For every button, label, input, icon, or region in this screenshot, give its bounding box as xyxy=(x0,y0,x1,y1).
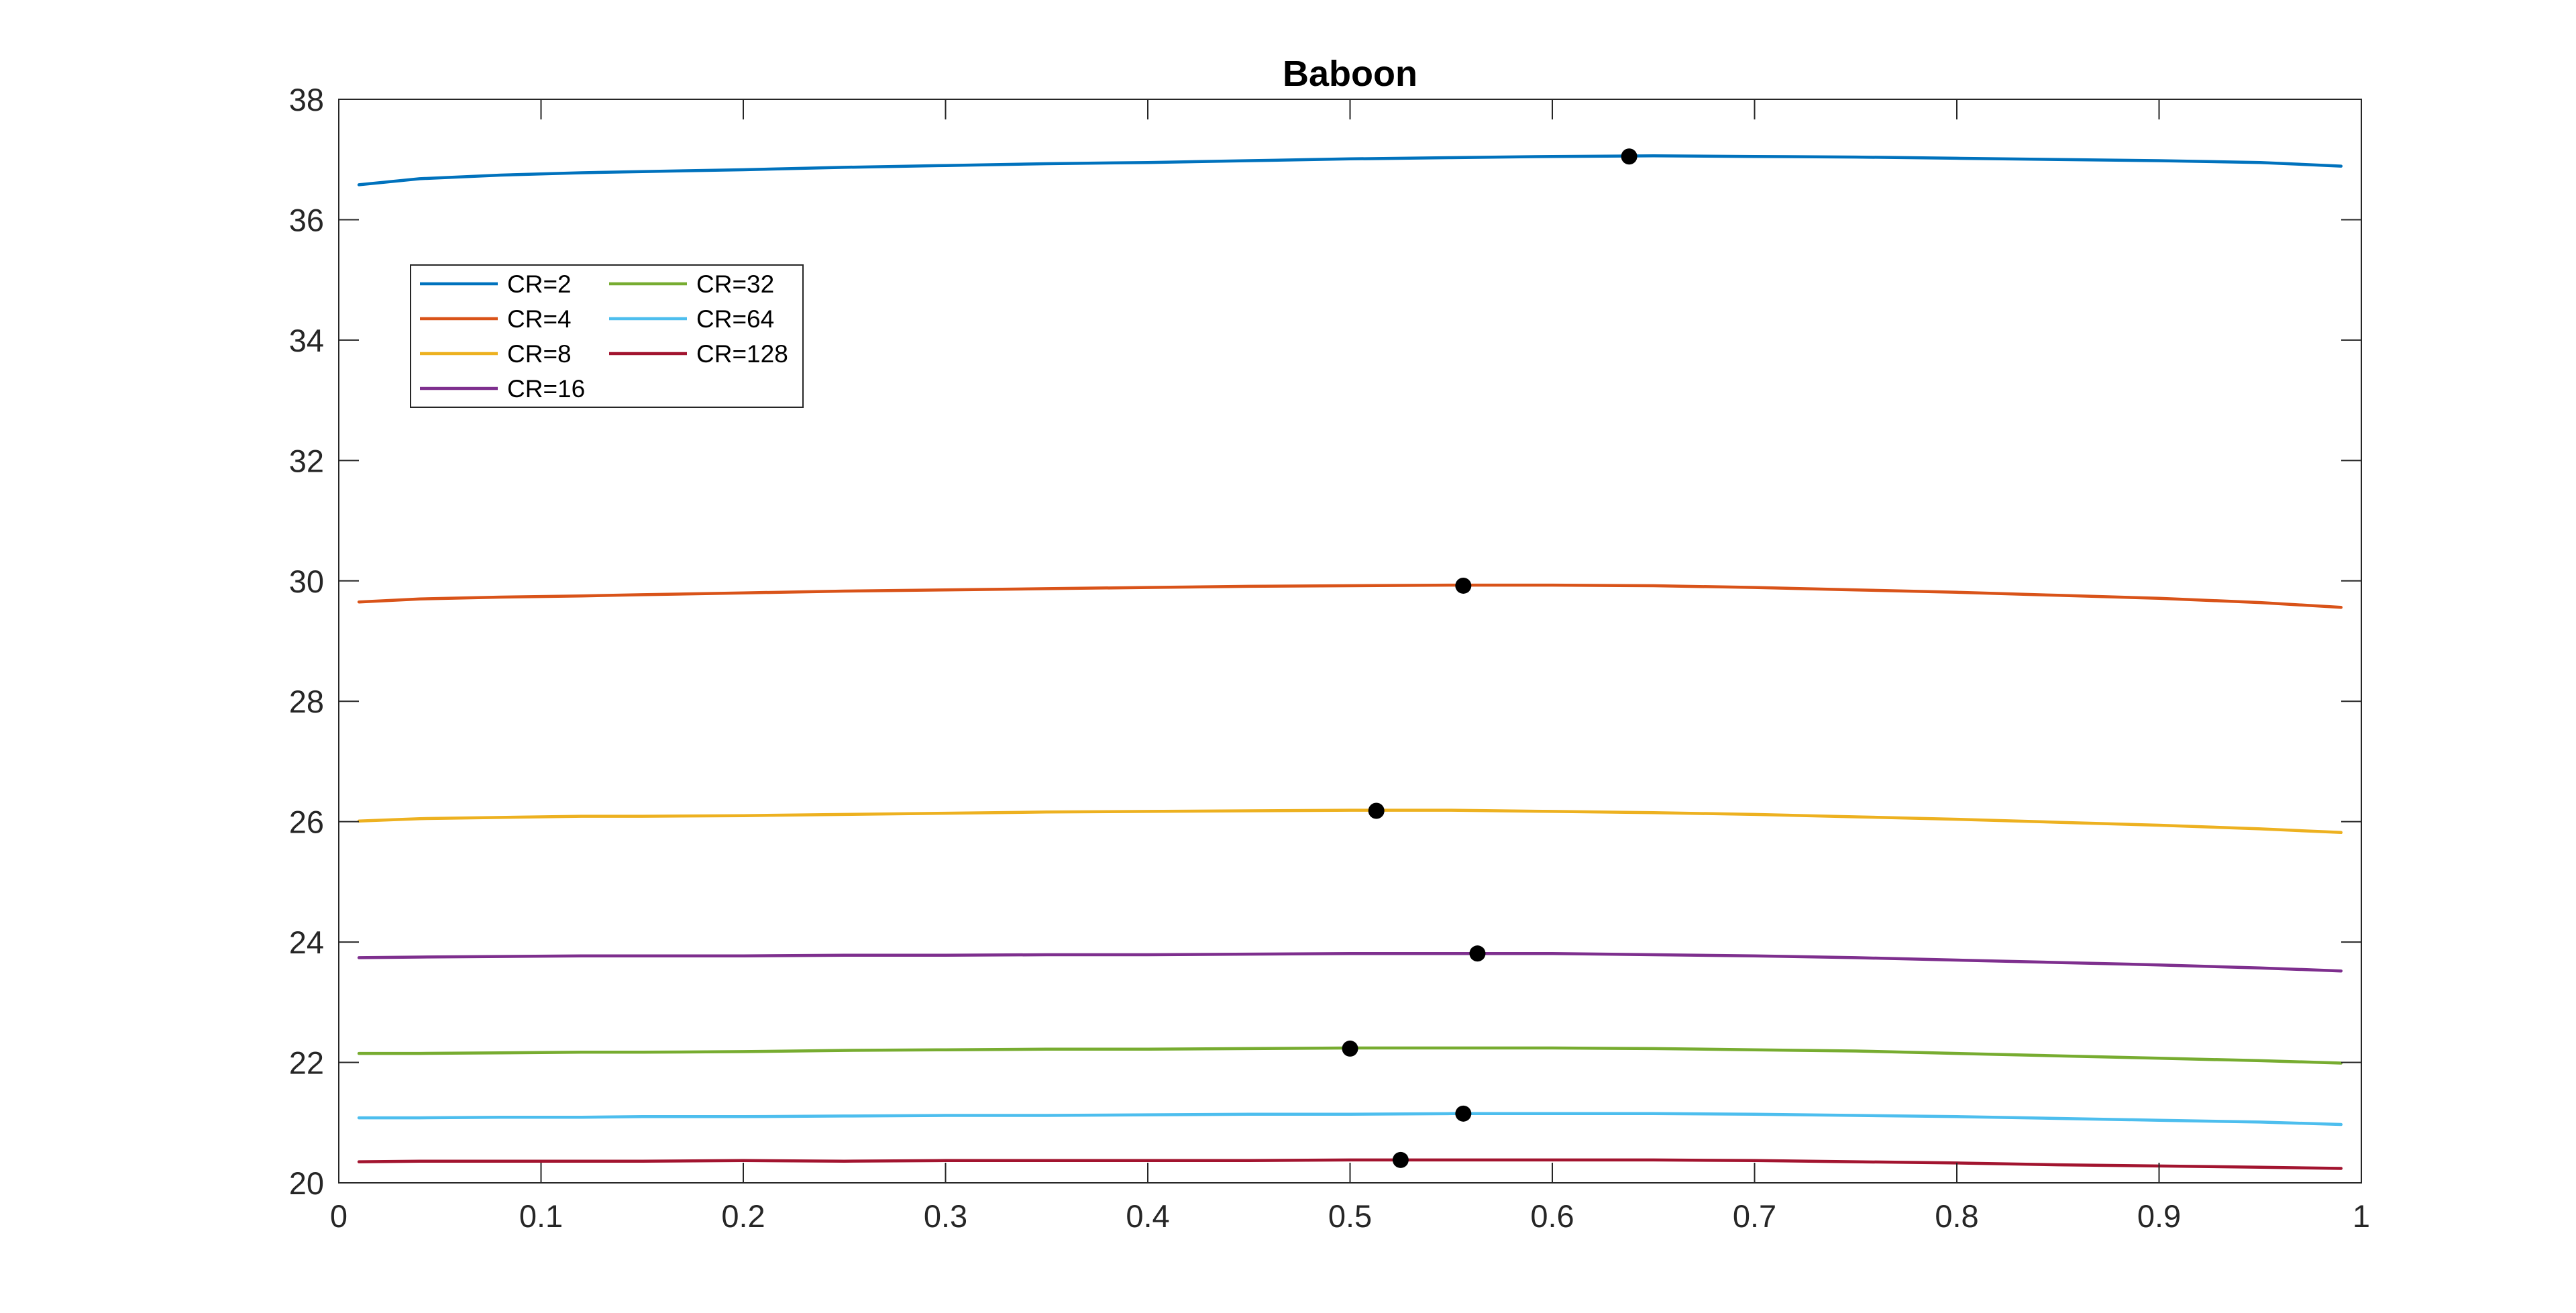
legend: CR=2 CR=4 CR=8 CR=16 CR=32 CR=64 CR=128 xyxy=(410,264,804,408)
peak-marker-cr-16 xyxy=(1469,945,1486,962)
x-tick-label: 0.3 xyxy=(924,1198,967,1234)
axes-layer: 0 0.1 0.2 0.3 0.4 0.5 0.6 0.7 0.8 0.9 1 20 22 24 26 28 3… xyxy=(289,82,2370,1234)
x-tick-label: 0.7 xyxy=(1733,1198,1776,1234)
x-tick-label: 0 xyxy=(330,1198,347,1234)
x-tick-label: 1 xyxy=(2353,1198,2370,1234)
y-tick-label: 28 xyxy=(289,684,324,719)
legend-label: CR=8 xyxy=(507,340,572,368)
marker-layer xyxy=(1342,148,1638,1168)
series-line-cr-8 xyxy=(357,808,2343,835)
legend-label: CR=32 xyxy=(696,270,774,298)
legend-label: CR=64 xyxy=(696,305,774,333)
x-tick-label: 0.4 xyxy=(1126,1198,1169,1234)
x-tick-label: 0.8 xyxy=(1935,1198,1978,1234)
series-line-cr-16 xyxy=(357,951,2343,973)
plot-background xyxy=(339,99,2361,1183)
y-tick-label: 22 xyxy=(289,1045,324,1081)
x-tick-label: 0.5 xyxy=(1328,1198,1372,1234)
plot-area xyxy=(339,99,2361,1183)
y-tick-label: 24 xyxy=(289,925,324,960)
legend-label: CR=16 xyxy=(507,375,585,403)
legend-label: CR=128 xyxy=(696,340,788,368)
chart-title: Baboon xyxy=(1283,54,1417,94)
x-tick-label: 0.1 xyxy=(519,1198,563,1234)
y-tick-label: 32 xyxy=(289,443,324,478)
series-line-cr-128 xyxy=(357,1158,2343,1170)
y-tick-label: 38 xyxy=(289,82,324,117)
x-tick-label: 0.9 xyxy=(2137,1198,2181,1234)
y-tick-label: 30 xyxy=(289,564,324,599)
x-tick-label: 0.6 xyxy=(1530,1198,1574,1234)
y-tick-label: 36 xyxy=(289,202,324,238)
peak-marker-cr-8 xyxy=(1368,802,1385,819)
y-tick-label: 34 xyxy=(289,323,324,358)
series-line-cr-64 xyxy=(357,1112,2343,1126)
series-line-cr-2 xyxy=(357,154,2343,187)
peak-marker-cr-64 xyxy=(1455,1105,1472,1122)
legend-label: CR=4 xyxy=(507,305,572,333)
legend-label: CR=2 xyxy=(507,270,572,298)
peak-marker-cr-128 xyxy=(1392,1151,1409,1168)
legend-box xyxy=(410,264,804,408)
x-tick-label: 0.2 xyxy=(721,1198,765,1234)
y-tick-label: 20 xyxy=(289,1165,324,1201)
peak-marker-cr-2 xyxy=(1621,148,1638,165)
series-line-cr-32 xyxy=(357,1046,2343,1065)
peak-marker-cr-4 xyxy=(1455,577,1472,594)
series-line-cr-4 xyxy=(357,583,2343,609)
y-tick-label: 26 xyxy=(289,804,324,840)
series-layer xyxy=(357,154,2343,1170)
peak-marker-cr-32 xyxy=(1342,1040,1358,1057)
